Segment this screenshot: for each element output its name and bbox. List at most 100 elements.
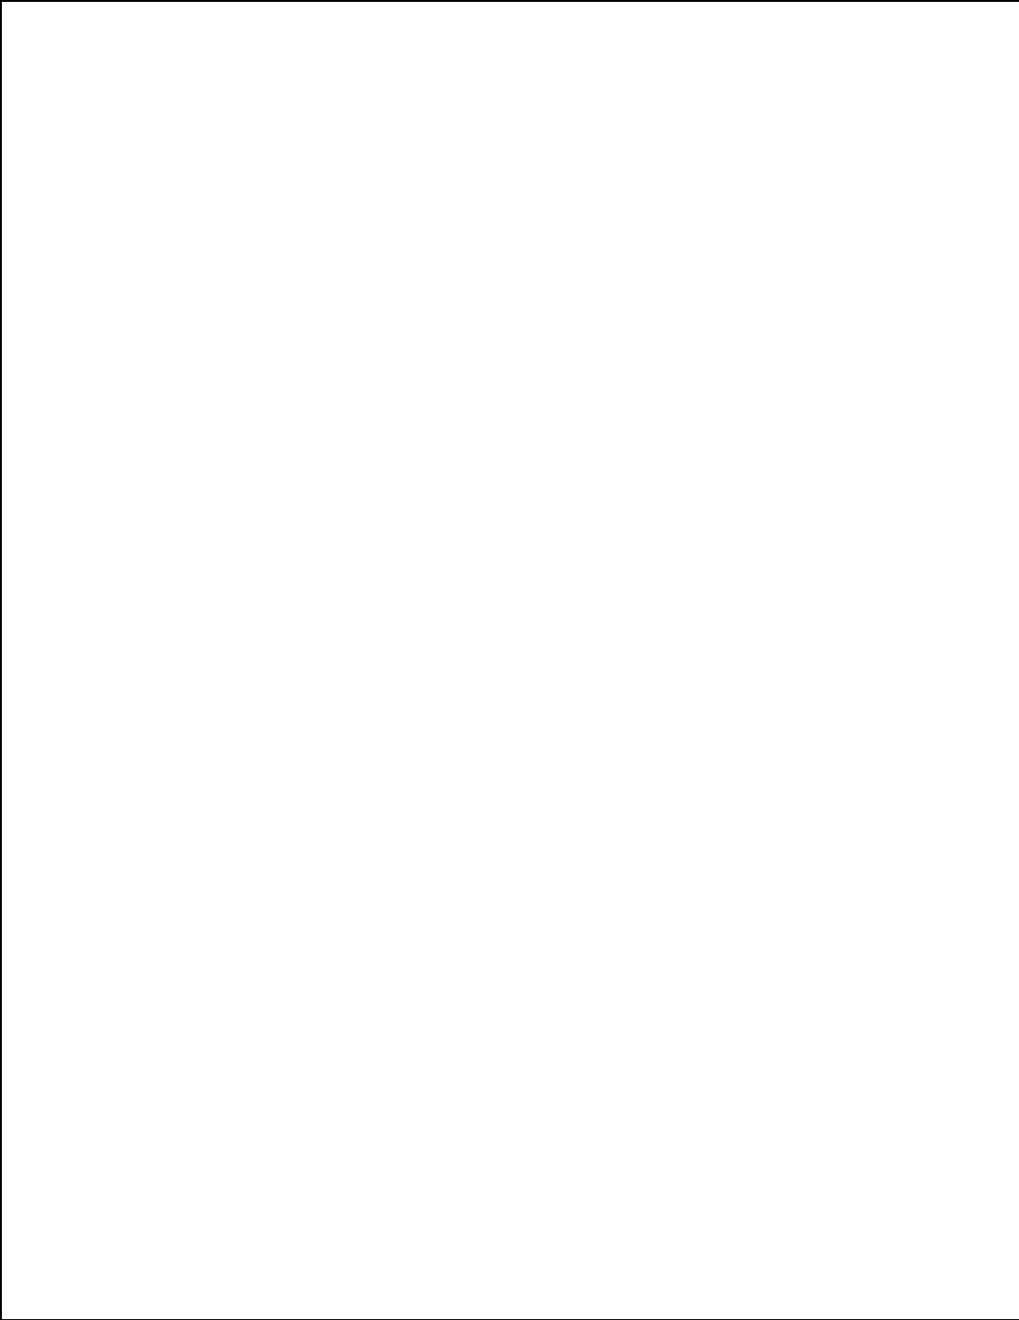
Text: Technical News: Technical News xyxy=(94,87,476,131)
Bar xyxy=(0,69,1019,74)
Text: 2. Overheating of oil: 2. Overheating of oil xyxy=(517,296,671,309)
Text: (DGA) are the following: H₂ – hydrogen CH₄ – methane C₂H₄ –: (DGA) are the following: H₂ – hydrogen C… xyxy=(18,554,352,565)
Text: temperature and pressure).: temperature and pressure). xyxy=(18,854,169,865)
Text: BULLETIN: BULLETIN xyxy=(601,81,917,137)
Text: Dissolved Gas Analysis of Power Transformer: Dissolved Gas Analysis of Power Transfor… xyxy=(244,154,775,176)
Text: columns in a GC where the different gases are adsorbed and: columns in a GC where the different gase… xyxy=(18,774,350,784)
Text: distribution of these gases affect Dielectric strength of: distribution of these gases affect Diele… xyxy=(18,649,316,659)
Bar xyxy=(3,1237,115,1317)
Text: CH₄: CH₄ xyxy=(687,334,708,346)
Text: more soluble than paraffin oil. Some of the important: more soluble than paraffin oil. Some of … xyxy=(18,430,310,440)
Text: transformer oil or BDV of transformer oil.: transformer oil or BDV of transformer oi… xyxy=(18,676,242,686)
Text: based transformer oil. Naphtha oil is more easily oxidized than: based transformer oil. Naphtha oil is mo… xyxy=(18,403,361,413)
Text: Insulation Magazine, November/December 1989-Vol. 5, No. 6: Insulation Magazine, November/December 1… xyxy=(506,858,804,869)
Text: oxygen N₂ – nitrogen. Some gas generation is expected from: oxygen N₂ – nitrogen. Some gas generatio… xyxy=(18,595,351,605)
Text: specific resistance, dielectric dissipation factor, water content,: specific resistance, dielectric dissipat… xyxy=(18,457,360,467)
Text: extracted gas mixture in a gas chromatography (GC). After: extracted gas mixture in a gas chromatog… xyxy=(18,747,339,756)
Text: identified and their concentrations in volume gas STP/volume: identified and their concentrations in v… xyxy=(18,828,355,837)
Text: separated to various degrees and consequently reaches the: separated to various degrees and consequ… xyxy=(18,787,346,797)
Text: gases. The gases that are of interest for dissolved gas analysis: gases. The gases that are of interest fo… xyxy=(18,541,361,550)
Text: H₂: H₂ xyxy=(532,400,545,412)
Text: paraffin oil, but oxidation product (i.e. sludge) in naphtha oil is: paraffin oil, but oxidation product (i.e… xyxy=(18,417,360,426)
Text: Generally there are two types of transformer oil used: Generally there are two types of transfo… xyxy=(18,376,309,385)
Text: operation.: operation. xyxy=(506,784,570,793)
Text: electrical stresses sustained by oil-immersed power: electrical stresses sustained by oil-imm… xyxy=(506,627,790,638)
Text: 4. Discharges: 4. Discharges xyxy=(517,444,619,457)
Text: Properties of Transformer Oil: Properties of Transformer Oil xyxy=(18,350,247,364)
Text: of ratios between gases, normally between gas levels. Figure: of ratios between gases, normally betwee… xyxy=(506,185,841,195)
Text: Division of Technical Resources: Division of Technical Resources xyxy=(77,13,346,29)
Text: transformers. In addition, DGA is a sensitive and reliable: transformers. In addition, DGA is a sens… xyxy=(506,640,814,651)
Bar xyxy=(489,74,1019,145)
Text: C₂H₂: C₂H₂ xyxy=(687,416,713,429)
Text: Dissolved Gas Analysis Procedure: Dissolved Gas Analysis Procedure xyxy=(18,693,282,708)
Text: 1. Overheating of cellulose: 1. Overheating of cellulose xyxy=(517,249,718,263)
Bar xyxy=(898,1237,1016,1317)
Bar xyxy=(0,0,68,74)
Bar xyxy=(0,74,489,145)
Text: electrical insulating materials inside a transformer generates: electrical insulating materials inside a… xyxy=(18,292,352,302)
Text: - When a transformer essential to the network is taken into: - When a transformer essential to the ne… xyxy=(506,756,829,767)
Text: Office of Research Facilities: Office of Research Facilities xyxy=(77,54,251,66)
Text: Conclusion: Conclusion xyxy=(506,587,591,602)
Text: CH₄: CH₄ xyxy=(837,334,858,346)
Bar xyxy=(0,74,1019,145)
Text: 2010: 2010 xyxy=(506,954,531,965)
Text: atmospheric oxygen with cellulose made paper insulation of: atmospheric oxygen with cellulose made p… xyxy=(18,265,347,275)
Text: IEEE Transactions on Industry Applications, Vol. IA-16, No. 6,: IEEE Transactions on Industry Applicatio… xyxy=(506,888,800,899)
Text: gas that adversely affect dielectric properties of the: gas that adversely affect dielectric pro… xyxy=(18,305,303,315)
Text: November/December 1980: November/December 1980 xyxy=(506,900,639,911)
Text: properties of transformer oil includes: dielectric strength,: properties of transformer oil includes: … xyxy=(18,444,331,454)
Text: Furthermore, transformer oil prevents direct contact of: Furthermore, transformer oil prevents di… xyxy=(18,252,318,261)
Text: - After an obvious overloading of the transformers.: - After an obvious overloading of the tr… xyxy=(506,797,784,807)
Text: in transformers: paraffin based transformer oil and naphtha: in transformers: paraffin based transfor… xyxy=(18,389,344,400)
Bar xyxy=(115,1237,227,1317)
Text: CH₄: CH₄ xyxy=(532,334,553,346)
Text: acidity, sludge content, inter facial tension, viscosity, flash: acidity, sludge content, inter facial te… xyxy=(18,470,338,480)
Text: insulation and as a coolant (i.e. help dissipates heat).: insulation and as a coolant (i.e. help d… xyxy=(18,238,309,248)
Text: C₂H₄: C₂H₄ xyxy=(837,318,863,330)
Text: DGA of transformers provides an insights into thermal and: DGA of transformers provides an insights… xyxy=(506,614,825,623)
Bar xyxy=(787,1237,898,1317)
Text: STANDARDS
& POLICY: STANDARDS & POLICY xyxy=(247,1266,318,1288)
Text: C₂H₂, H₂: C₂H₂, H₂ xyxy=(532,462,579,474)
Text: 2017: 2017 xyxy=(16,117,51,131)
Text: - Directly after, and within some weeks, after a short circuit.: - Directly after, and within some weeks,… xyxy=(506,743,835,752)
Text: National Institutes of Health: National Institutes of Health xyxy=(834,15,1009,28)
Text: detector after different periods of time. In this way the gas: detector after different periods of time… xyxy=(18,800,339,810)
Text: propane CO – carbon monoxide CO₂ – carbon dioxide O₂ –: propane CO – carbon monoxide CO₂ – carbo… xyxy=(18,582,333,591)
Text: increasing intensity: increasing intensity xyxy=(756,378,858,388)
Text: presence of H₂) indicate partial discharges (PD).  Determination: presence of H₂) indicate partial dischar… xyxy=(18,882,366,891)
Text: [3] Dissolved Gas Analysis Technique for Incipient Fault Diagnosis in Power: [3] Dissolved Gas Analysis Technique for… xyxy=(506,920,872,931)
Text: TECHNICAL
SUPPORT: TECHNICAL SUPPORT xyxy=(809,1266,875,1288)
Text: IEEE Electrical Insulation Magazine, Vol. 26, No. 6, November/December: IEEE Electrical Insulation Magazine, Vol… xyxy=(506,942,858,953)
Text: CO, CO₂: CO, CO₂ xyxy=(535,268,582,281)
Text: transformer from severe damage, DGA shall be performed: transformer from severe damage, DGA shal… xyxy=(506,694,826,705)
Text: Issue 65: Issue 65 xyxy=(5,29,63,42)
Text: Introduction: Introduction xyxy=(18,185,115,199)
Text: composition of gases at increasing temperatures.: composition of gases at increasing tempe… xyxy=(506,213,777,222)
Text: gassing rates. The amount of dissolved gases and the relative: gassing rates. The amount of dissolved g… xyxy=(18,635,357,645)
Text: transformer, extracting of gases from the oil and analysis of the: transformer, extracting of gases from th… xyxy=(18,733,367,743)
Text: windings, which is susceptible to oxidation. The breakdown of: windings, which is susceptible to oxidat… xyxy=(18,279,356,289)
Text: extraction the extracted gas mixture is fed into adsorption: extraction the extracted gas mixture is … xyxy=(18,760,337,770)
Text: ethylene C₂H₆ – ethane C₂H₂ – acetylene C₃H₆ – propene C₃H₈ –: ethylene C₂H₆ – ethane C₂H₂ – acetylene … xyxy=(18,568,361,578)
Text: increasing temperature: increasing temperature xyxy=(756,296,878,305)
Text: Figure 1. Characteristic key-gases, principal layout: Figure 1. Characteristic key-gases, prin… xyxy=(600,561,900,574)
Text: C₂H₂: C₂H₂ xyxy=(837,350,863,363)
Text: oil is calculated and expressed in pm. (STP=standard: oil is calculated and expressed in pm. (… xyxy=(18,841,309,851)
Bar xyxy=(506,235,994,545)
Bar xyxy=(0,74,68,145)
Bar xyxy=(338,1237,450,1317)
Bar xyxy=(675,1237,787,1317)
Text: TECHNICAL
RESOURCES: TECHNICAL RESOURCES xyxy=(472,1266,541,1288)
Text: Composition of key gases indicates particular problem (i.e.: Composition of key gases indicates parti… xyxy=(18,869,339,878)
Text: June: June xyxy=(18,95,49,108)
Text: since test can detect incipient transformer faults. To protect the: since test can detect incipient transfor… xyxy=(506,681,855,690)
Bar xyxy=(0,0,1019,50)
Text: H₂: H₂ xyxy=(687,400,700,412)
Text: - When we suspect a fault (e.g. abnormal sounds).: - When we suspect a fault (e.g. abnormal… xyxy=(506,715,782,726)
Text: transformer. Oil sample analysis as well as dissolved gas analysis: transformer. Oil sample analysis as well… xyxy=(18,319,374,329)
Text: Effects of dissolved gases: Effects of dissolved gases xyxy=(18,502,221,516)
Text: immersed transformers. DGA can help prevent further damage: immersed transformers. DGA can help prev… xyxy=(506,668,851,677)
